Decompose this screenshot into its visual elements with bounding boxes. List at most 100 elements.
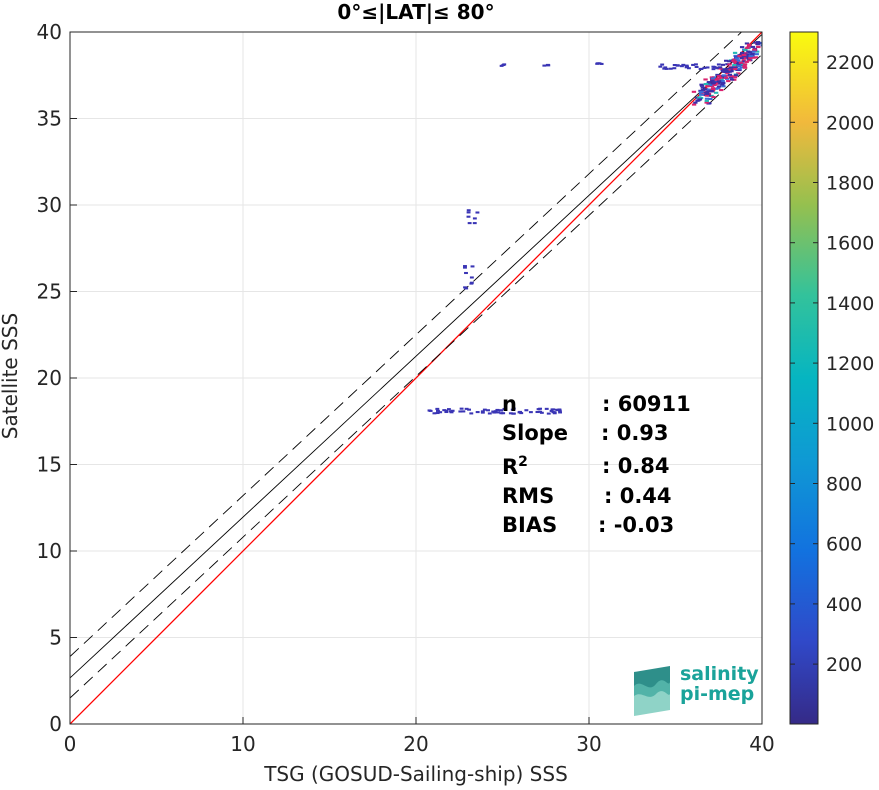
density-cell — [668, 67, 673, 70]
density-cell — [756, 45, 761, 48]
density-cell — [709, 94, 714, 97]
stat-rms-label: RMS — [502, 484, 555, 508]
density-cell — [727, 63, 732, 66]
density-cell — [444, 409, 449, 412]
density-cell — [750, 45, 756, 48]
density-cell — [722, 70, 727, 73]
density-cell — [715, 73, 720, 76]
density-cell — [480, 410, 485, 413]
density-cell — [717, 75, 722, 78]
density-cell — [753, 56, 759, 59]
density-cell — [713, 91, 719, 94]
density-cell — [466, 215, 471, 218]
y-tick-label: 25 — [37, 280, 62, 304]
density-cell — [662, 67, 667, 70]
density-cell — [480, 411, 485, 414]
density-cell — [686, 67, 691, 70]
density-cell — [719, 89, 724, 92]
density-cell — [743, 48, 748, 51]
density-cell — [663, 66, 668, 69]
density-cell — [734, 57, 739, 60]
density-cell — [703, 91, 709, 94]
density-cell — [703, 78, 708, 81]
density-cell — [736, 62, 741, 65]
density-cell — [458, 410, 463, 413]
density-cell — [517, 411, 522, 414]
density-cell — [727, 73, 733, 76]
density-cell — [744, 42, 750, 45]
density-cell — [719, 78, 724, 81]
density-cell — [738, 61, 744, 64]
density-cell — [744, 53, 750, 56]
density-cell — [538, 407, 543, 410]
density-cell — [551, 408, 556, 411]
density-cell — [715, 81, 721, 84]
density-cell — [742, 54, 747, 57]
colorbar-tick-label: 600 — [826, 534, 862, 556]
density-cell — [693, 101, 698, 104]
x-tick-label: 40 — [749, 732, 774, 756]
density-cell — [427, 409, 432, 412]
density-cell — [733, 54, 738, 57]
density-cell — [675, 64, 680, 67]
density-cell — [711, 76, 717, 79]
density-cell — [727, 60, 732, 63]
density-cell — [703, 82, 709, 86]
density-cell — [555, 408, 560, 412]
density-cell — [760, 44, 762, 47]
density-cell — [444, 410, 449, 414]
density-cell — [539, 411, 544, 414]
density-cell — [698, 93, 704, 96]
colorbar-tick-label: 1800 — [826, 173, 874, 195]
logo-line-1: salinity — [680, 663, 759, 685]
colorbar-tick-label: 1600 — [826, 233, 874, 255]
logo-text: salinity pi-mep — [680, 664, 759, 704]
y-tick-label: 20 — [37, 366, 62, 390]
density-cell — [711, 68, 716, 71]
density-cell — [748, 55, 753, 58]
density-cell — [694, 65, 699, 69]
y-tick-label: 30 — [37, 193, 62, 217]
density-cell — [708, 84, 713, 87]
density-cell — [535, 410, 540, 414]
density-cell — [709, 89, 714, 93]
density-cell — [464, 271, 468, 275]
density-cell — [595, 62, 600, 65]
density-cell — [737, 54, 742, 58]
density-cell — [721, 85, 726, 88]
regression+-line — [70, 32, 743, 657]
density-cell — [735, 68, 740, 71]
density-cell — [704, 99, 709, 102]
density-cell — [739, 51, 745, 54]
density-cell — [498, 409, 503, 412]
density-cell — [469, 276, 474, 279]
colorbar-tick-label: 1200 — [826, 353, 874, 375]
density-cell — [684, 64, 689, 67]
density-cell — [723, 59, 729, 62]
density-cell — [464, 407, 469, 410]
density-cell — [463, 265, 467, 268]
density-cell — [733, 61, 738, 64]
density-cell — [732, 51, 738, 54]
density-cell — [442, 409, 447, 412]
density-cells — [427, 38, 762, 415]
density-cell — [754, 50, 760, 53]
density-cell — [699, 67, 704, 71]
density-cell — [721, 82, 726, 85]
colorbar-tick-label: 200 — [826, 654, 862, 676]
density-cell — [703, 88, 709, 91]
density-cell — [542, 64, 547, 67]
density-cell — [691, 103, 697, 106]
density-cell — [712, 84, 717, 87]
density-cell — [664, 67, 669, 70]
colorbar — [789, 31, 819, 725]
density-cell — [742, 57, 747, 60]
density-cell — [546, 64, 551, 67]
density-cell — [472, 217, 477, 220]
regression-line — [70, 34, 762, 679]
stat-rms-value: : 0.44 — [604, 484, 672, 508]
density-cell — [705, 85, 710, 88]
stat-bias-label: BIAS — [502, 513, 558, 537]
density-cell — [726, 80, 731, 83]
density-cell — [745, 46, 750, 49]
